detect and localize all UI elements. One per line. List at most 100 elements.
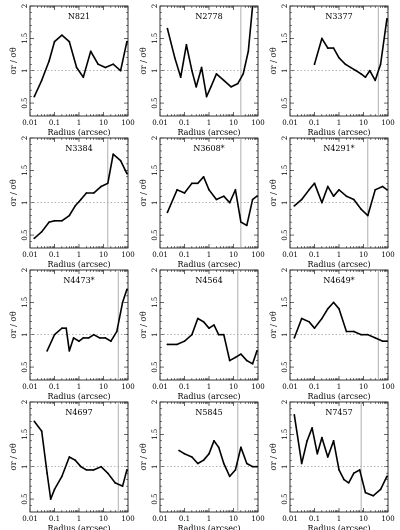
panel-n3377: 0.5 1 1.5 2 0.01 0.1 1 10 100 N3377 Radius (arcsec… <box>269 4 395 137</box>
y-tick-label: 0.5 <box>151 493 159 504</box>
y-axis-label: σr / σθ <box>9 179 18 207</box>
data-point <box>166 343 169 346</box>
y-tick-label: 1.5 <box>21 33 29 44</box>
panel-n4564: 0.5 1 1.5 2 0.01 0.1 1 10 100 N4564 Radius (arcsec… <box>139 268 265 401</box>
data-point <box>222 79 225 82</box>
x-axis-label: Radius (arcsec) <box>307 392 370 401</box>
data-point <box>300 317 303 320</box>
panel-title: N3377 <box>325 12 352 21</box>
data-point <box>92 192 95 194</box>
x-tick-label: 1 <box>77 119 81 127</box>
x-tick-label: 0.1 <box>179 515 190 523</box>
data-point <box>208 188 210 191</box>
x-tick-label: 0.1 <box>49 251 60 259</box>
panel-n5845: 0.5 1 1.5 2 0.01 0.1 1 10 100 N5845 Radius (arcsec… <box>139 400 265 530</box>
y-tick-label: 1 <box>151 68 159 72</box>
plot-frame <box>289 5 389 117</box>
y-tick-label: 0.5 <box>21 493 29 504</box>
data-point <box>82 337 85 339</box>
data-point <box>49 498 52 500</box>
x-tick-label: 0.1 <box>49 515 60 523</box>
data-point <box>106 182 109 185</box>
x-tick-label: 100 <box>251 251 264 259</box>
data-point <box>121 301 124 304</box>
x-tick-label: 1 <box>337 383 341 391</box>
data-point <box>300 198 303 201</box>
data-point <box>119 159 122 162</box>
x-tick-label: 10 <box>229 251 238 259</box>
x-tick-label: 0.01 <box>152 251 168 259</box>
panel-n4473: 0.5 1 1.5 2 0.01 0.1 1 10 100 N4473* Radius (arcse… <box>9 268 135 401</box>
x-axis-label: Radius (arcsec) <box>47 524 110 530</box>
panel-title: N4291* <box>323 144 354 153</box>
x-tick-label: 1 <box>77 515 81 523</box>
data-point <box>100 185 102 188</box>
data-point <box>85 192 88 194</box>
data-point <box>213 439 215 442</box>
data-point <box>104 66 107 69</box>
data-point <box>240 446 242 449</box>
data-point <box>228 359 231 362</box>
series-line <box>313 18 388 82</box>
x-tick-label: 0.01 <box>282 119 298 127</box>
series-line <box>46 289 128 352</box>
y-tick-label: 1.5 <box>151 33 159 44</box>
y-axis-label: σr / σθ <box>139 47 148 75</box>
data-point <box>344 63 347 66</box>
data-point <box>74 459 77 462</box>
x-tick-label: 10 <box>99 119 108 127</box>
data-point <box>196 182 199 185</box>
x-axis-label: Radius (arcsec) <box>47 392 110 401</box>
data-point <box>236 82 239 85</box>
x-tick-label: 1 <box>207 515 211 523</box>
y-tick-label: 1 <box>151 332 159 336</box>
y-tick-label: 0.5 <box>281 97 289 108</box>
x-axis-label: Radius (arcsec) <box>307 260 370 269</box>
data-point <box>240 221 242 224</box>
y-tick-label: 1 <box>281 68 289 72</box>
panel-title: N3608* <box>193 144 224 153</box>
data-point <box>92 469 95 471</box>
y-tick-label: 0.5 <box>151 229 159 240</box>
data-point <box>173 56 176 59</box>
data-point <box>68 456 71 458</box>
data-point <box>338 307 340 310</box>
data-point <box>293 337 296 339</box>
data-point <box>215 198 218 201</box>
x-tick-label: 0.01 <box>282 251 298 259</box>
y-tick-label: 1 <box>151 464 159 468</box>
y-tick-label: 2 <box>281 4 289 8</box>
x-tick-label: 0.01 <box>22 119 38 127</box>
data-point <box>126 40 128 43</box>
data-point <box>61 327 63 330</box>
x-axis-label: Radius (arcsec) <box>177 392 240 401</box>
panel-title: N3384 <box>65 144 92 153</box>
data-point <box>326 307 329 310</box>
x-tick-label: 1 <box>207 119 211 127</box>
data-point <box>343 478 345 481</box>
data-point <box>205 95 208 98</box>
data-point <box>300 462 303 465</box>
x-tick-label: 0.1 <box>309 251 320 259</box>
data-point <box>256 350 258 352</box>
data-point <box>176 343 179 346</box>
panel-title: N4697 <box>65 408 92 417</box>
y-tick-label: 2 <box>281 400 289 404</box>
panel-title: N821 <box>68 12 90 21</box>
data-point <box>338 188 340 191</box>
x-tick-label: 100 <box>251 383 264 391</box>
y-tick-label: 1 <box>21 68 29 72</box>
data-point <box>46 350 48 352</box>
x-tick-label: 100 <box>251 119 264 127</box>
data-point <box>82 76 85 79</box>
data-point <box>234 469 237 471</box>
x-tick-label: 1 <box>337 119 341 127</box>
x-tick-label: 10 <box>99 515 108 523</box>
data-point <box>240 353 242 355</box>
series-line <box>293 182 388 217</box>
data-point <box>349 66 352 69</box>
data-point <box>53 219 56 222</box>
x-tick-label: 0.1 <box>179 119 190 127</box>
data-point <box>313 182 316 185</box>
data-point <box>183 452 186 455</box>
